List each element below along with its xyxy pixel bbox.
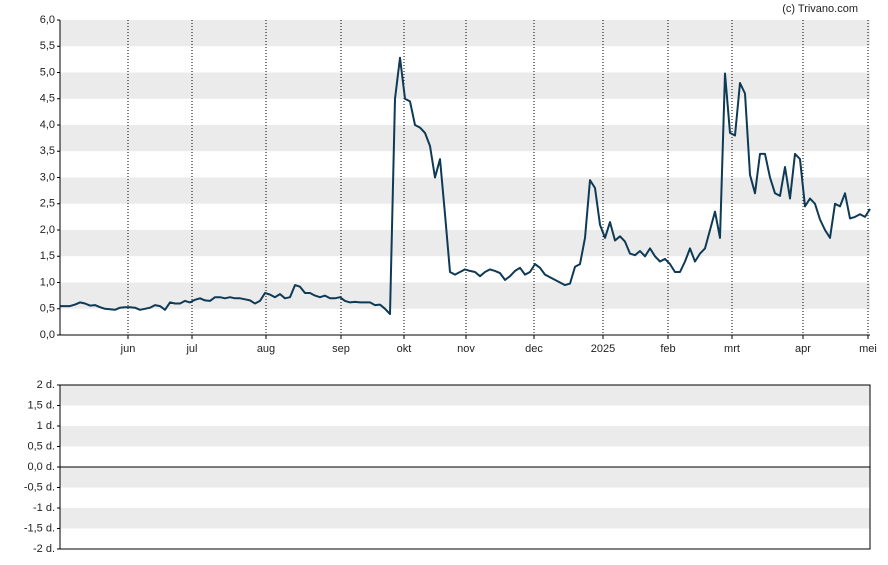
y-tick-label: 0,0: [40, 329, 55, 341]
y-tick-label: 0,5: [40, 303, 55, 315]
y-tick-label: 0,5 d.: [27, 440, 55, 452]
plot-frame: [59, 384, 871, 550]
x-tick-label: mrt: [724, 343, 740, 355]
y-tick-label: -1 d.: [33, 502, 55, 514]
x-tick-label: jul: [185, 343, 197, 355]
x-tick-label: feb: [660, 343, 675, 355]
grid-band: [60, 177, 870, 204]
y-tick-label: 5,0: [40, 66, 55, 78]
y-tick-label: -1,5 d.: [24, 522, 55, 534]
grid-band: [60, 72, 870, 99]
x-tick-label: mei: [859, 343, 877, 355]
x-tick-label: apr: [795, 343, 811, 355]
y-tick-label: 2,5: [40, 198, 55, 210]
grid-band: [60, 426, 870, 447]
grid-band: [60, 282, 870, 309]
grid-band: [60, 20, 870, 47]
x-tick-label: okt: [397, 343, 412, 355]
y-tick-label: 2 d.: [37, 379, 55, 391]
x-tick-label: sep: [332, 343, 350, 355]
x-tick-label: dec: [525, 343, 543, 355]
y-tick-label: 6,0: [40, 14, 55, 26]
grid-band: [60, 508, 870, 529]
x-tick-label: jun: [120, 343, 136, 355]
x-tick-label: 2025: [591, 343, 615, 355]
x-tick-label: nov: [457, 343, 475, 355]
grid-band: [60, 385, 870, 406]
price-line: [60, 56, 871, 315]
y-tick-label: 3,5: [40, 145, 55, 157]
y-tick-label: 1,5 d.: [27, 399, 55, 411]
y-tick-label: -2 d.: [33, 543, 55, 555]
grid-band: [60, 230, 870, 257]
y-tick-label: 5,5: [40, 40, 55, 52]
y-tick-label: 1,5: [40, 250, 55, 262]
y-tick-label: 1 d.: [37, 420, 55, 432]
y-tick-label: 4,0: [40, 119, 55, 131]
y-tick-label: 4,5: [40, 93, 55, 105]
y-tick-label: 1,0: [40, 276, 55, 288]
source: (c) Trivano.com: [782, 3, 858, 15]
y-tick-label: 2,0: [40, 224, 55, 236]
y-tick-label: 3,0: [40, 171, 55, 183]
y-tick-label: -0,5 d.: [24, 481, 55, 493]
y-tick-label: 0,0 d.: [27, 461, 55, 473]
grid-band: [60, 467, 870, 488]
x-tick-label: aug: [257, 343, 275, 355]
